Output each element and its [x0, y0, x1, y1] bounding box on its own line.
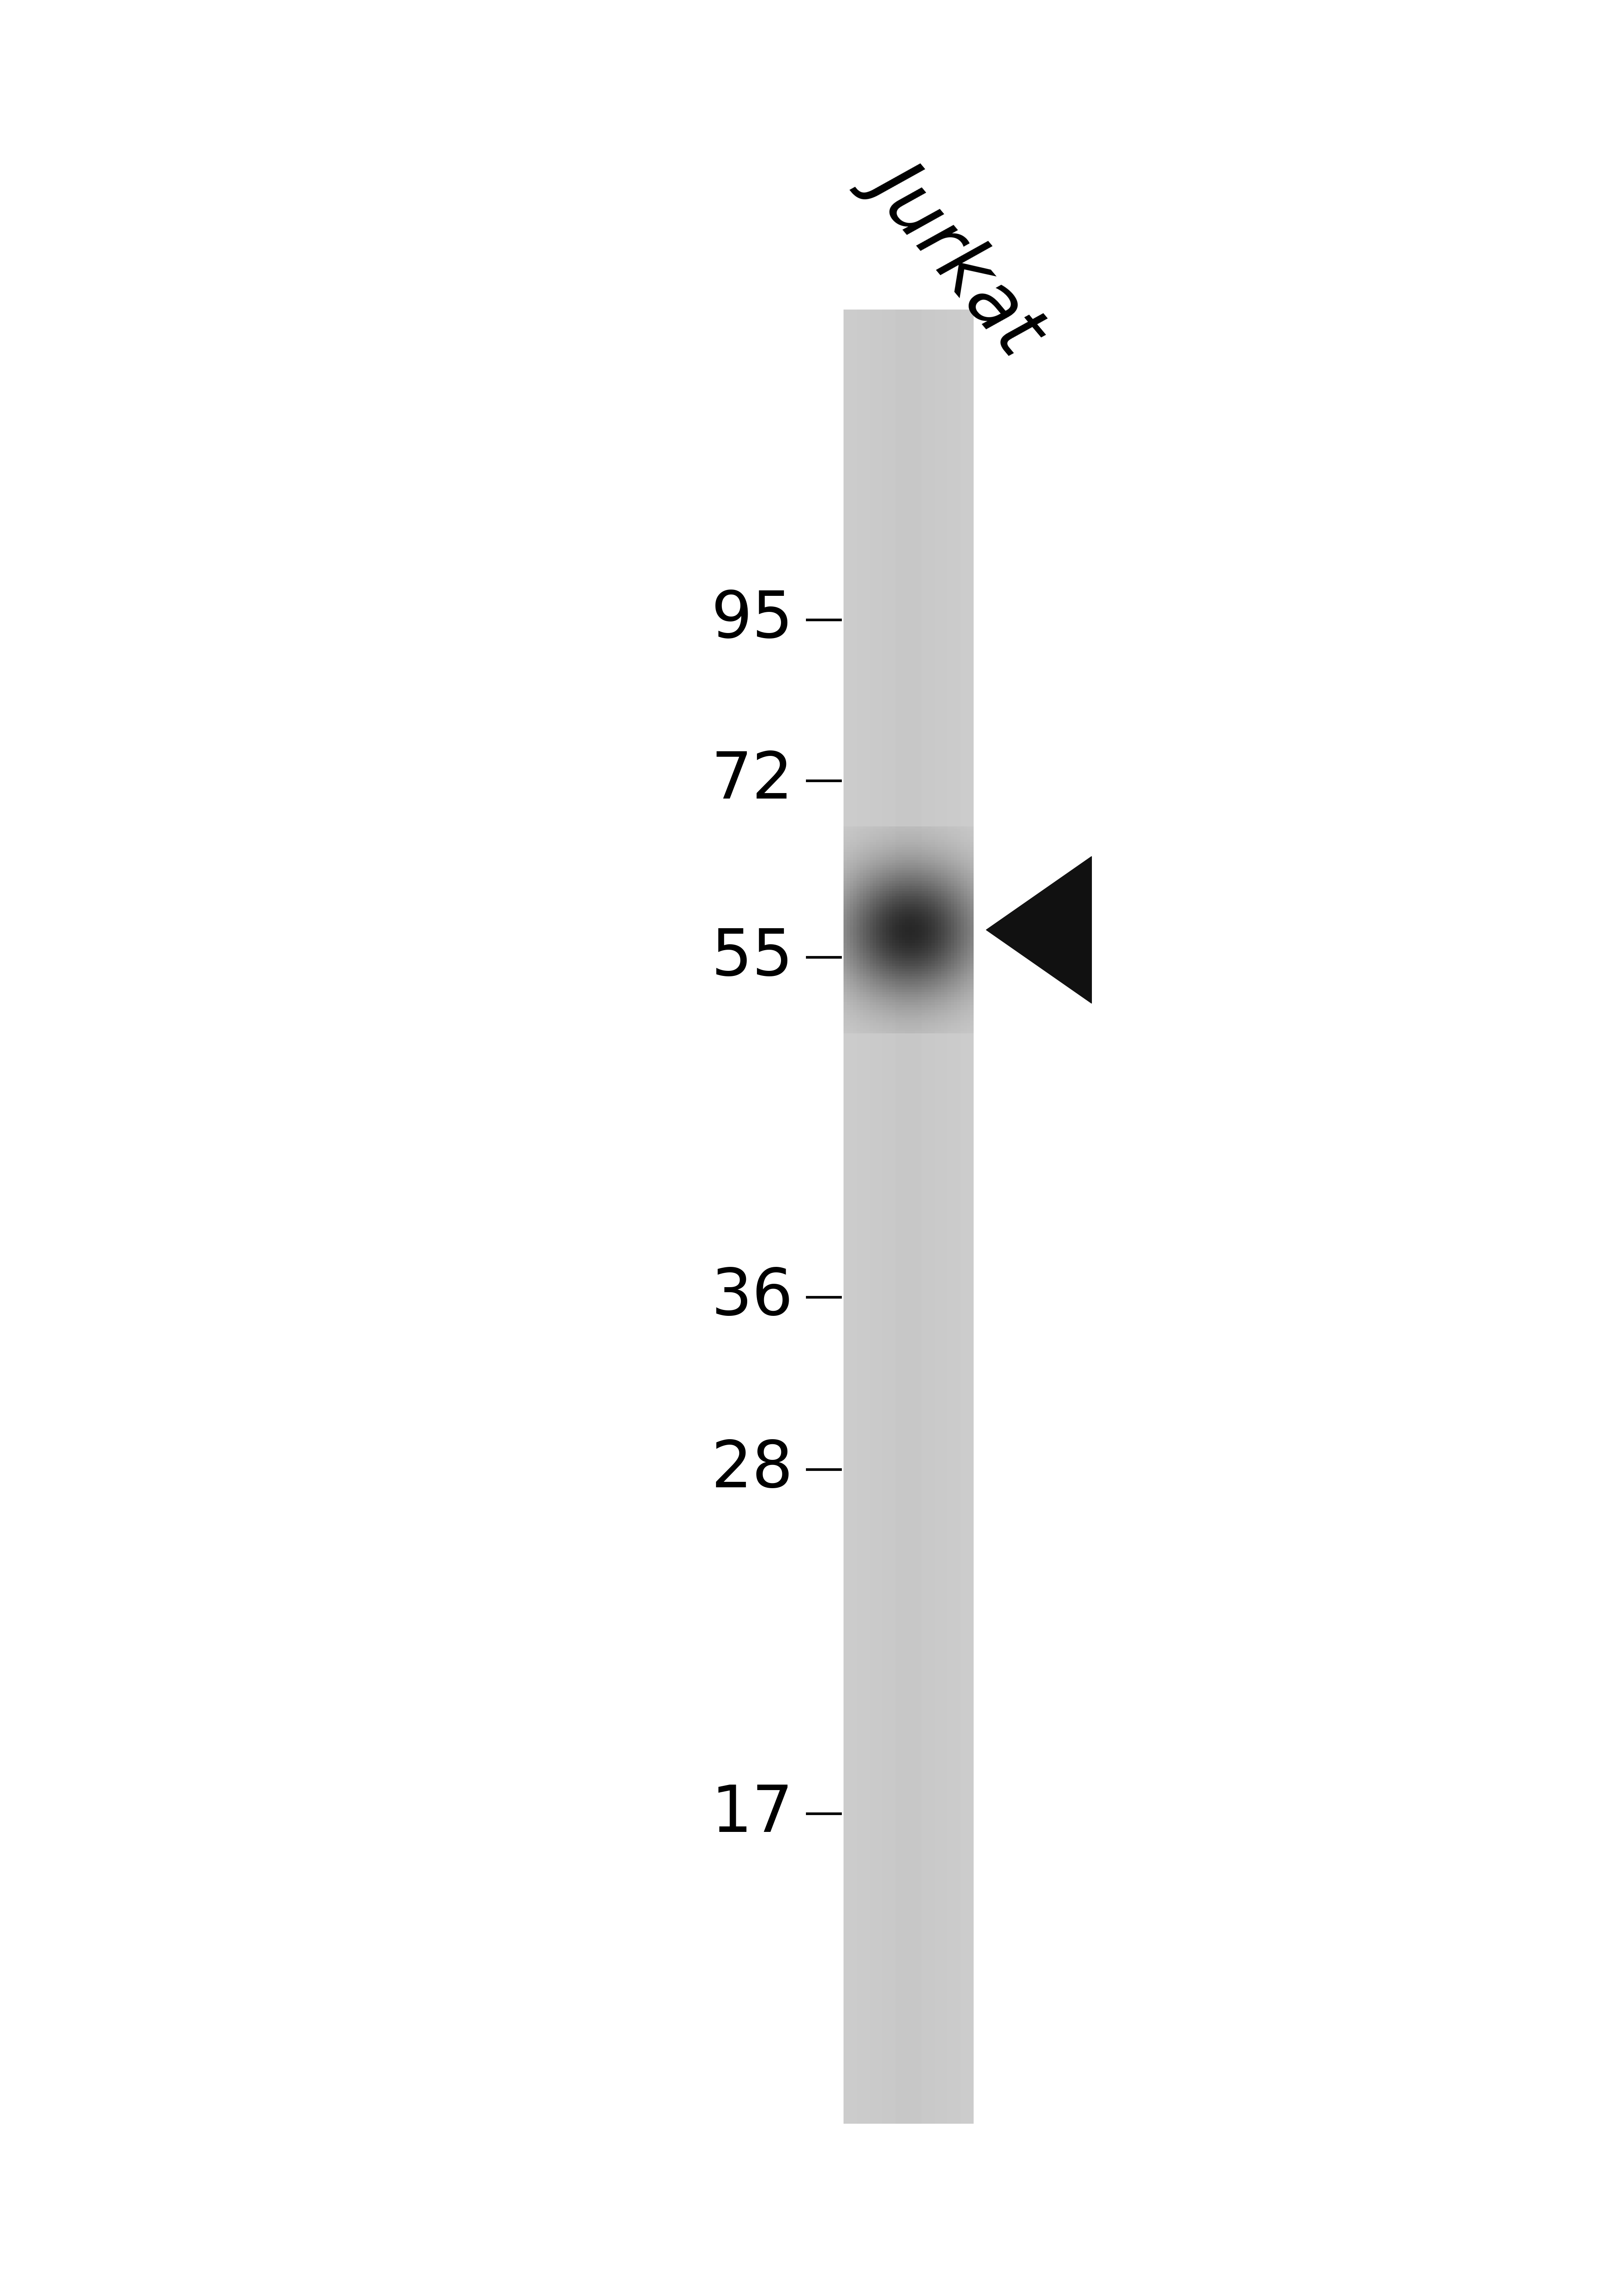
Text: 28: 28: [710, 1437, 793, 1502]
Text: 17: 17: [710, 1782, 793, 1846]
Text: Jurkat: Jurkat: [861, 142, 1061, 360]
Text: 95: 95: [710, 588, 793, 652]
Polygon shape: [986, 856, 1092, 1003]
Text: 55: 55: [710, 925, 793, 990]
Text: 72: 72: [710, 748, 793, 813]
Bar: [843, 310, 973, 2124]
Text: 36: 36: [710, 1265, 793, 1329]
